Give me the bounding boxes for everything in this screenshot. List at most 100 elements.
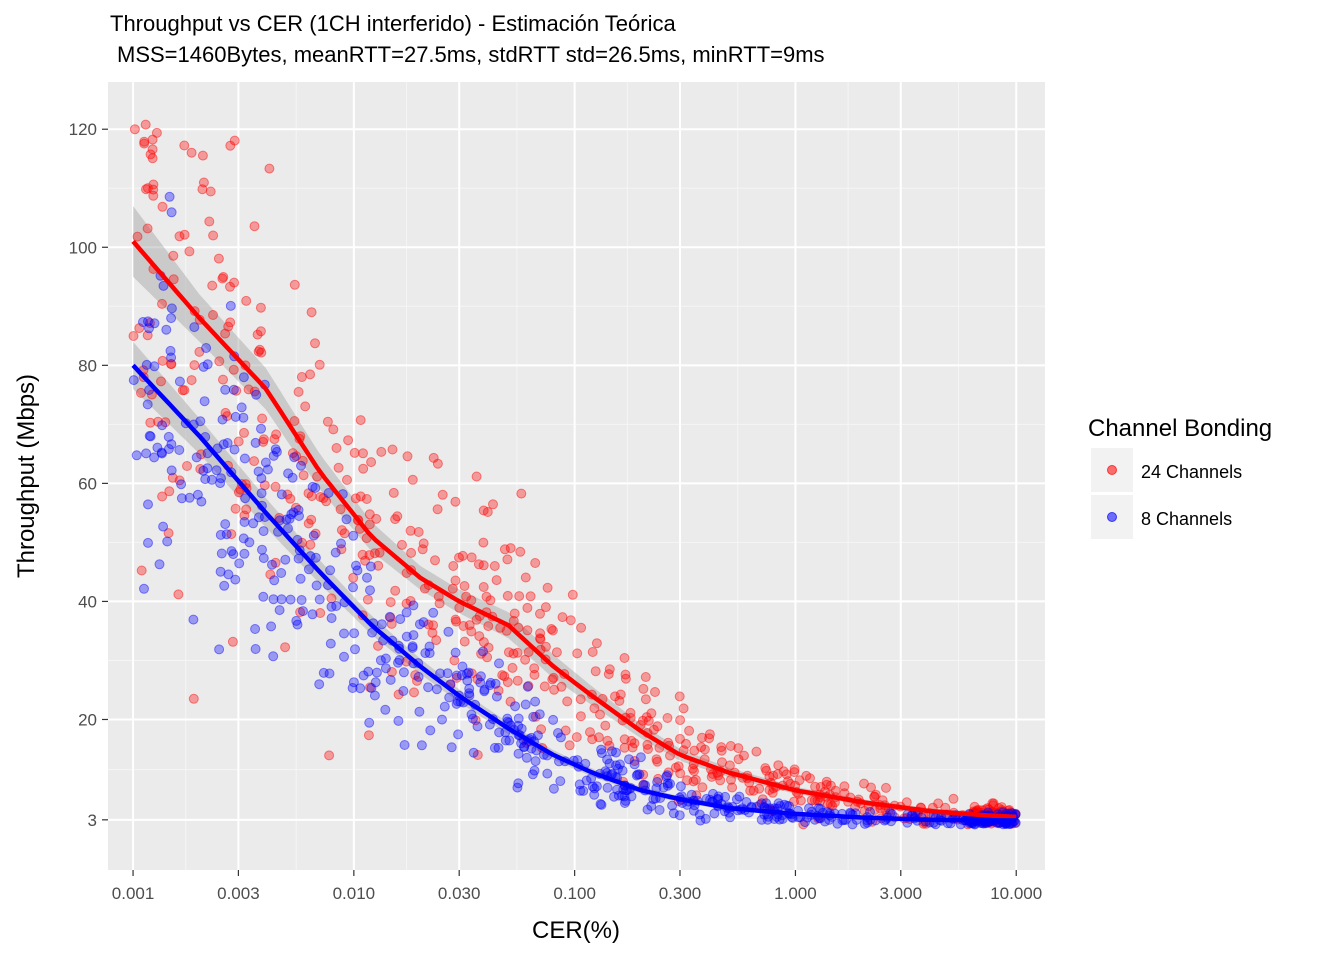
point-8-channels xyxy=(548,714,559,725)
point-24-channels xyxy=(520,654,531,665)
point-24-channels xyxy=(620,669,631,680)
point-24-channels xyxy=(652,756,663,767)
point-24-channels xyxy=(225,140,236,151)
point-24-channels xyxy=(179,229,190,240)
x-tick-label: 0.300 xyxy=(659,884,702,903)
point-24-channels xyxy=(514,591,525,602)
point-8-channels xyxy=(484,719,495,730)
point-8-channels xyxy=(166,352,177,363)
point-8-channels xyxy=(662,780,673,791)
point-24-channels xyxy=(390,514,401,525)
point-24-channels xyxy=(427,627,438,638)
point-8-channels xyxy=(513,778,524,789)
point-8-channels xyxy=(251,389,262,400)
point-24-channels xyxy=(218,374,228,385)
point-24-channels xyxy=(362,594,373,605)
point-8-channels xyxy=(457,661,468,672)
point-8-channels xyxy=(491,691,502,702)
point-8-channels xyxy=(206,474,217,485)
point-8-channels xyxy=(298,606,308,617)
point-8-channels xyxy=(250,437,261,448)
point-24-channels xyxy=(315,492,326,502)
point-8-channels xyxy=(611,760,621,771)
point-24-channels xyxy=(374,547,385,558)
point-24-channels xyxy=(689,745,700,756)
point-8-channels xyxy=(348,530,359,541)
point-8-channels xyxy=(485,677,496,688)
point-24-channels xyxy=(376,446,387,457)
point-8-channels xyxy=(202,463,213,474)
legend-marker-24-channels xyxy=(1107,465,1117,475)
point-24-channels xyxy=(751,746,762,757)
point-24-channels xyxy=(322,416,333,427)
point-8-channels xyxy=(513,748,524,759)
point-8-channels xyxy=(720,791,731,802)
point-8-channels xyxy=(395,614,406,625)
point-8-channels xyxy=(215,529,226,540)
point-24-channels xyxy=(509,608,520,619)
point-8-channels xyxy=(307,481,318,492)
point-24-channels xyxy=(689,766,699,776)
point-24-channels xyxy=(157,298,167,309)
point-8-channels xyxy=(268,594,279,605)
point-24-channels xyxy=(303,488,314,499)
point-8-channels xyxy=(188,614,199,625)
point-24-channels xyxy=(373,560,384,571)
point-24-channels xyxy=(134,323,145,334)
point-24-channels xyxy=(428,620,439,631)
point-24-channels xyxy=(704,729,715,740)
point-24-channels xyxy=(249,456,260,467)
point-24-channels xyxy=(249,386,260,397)
point-24-channels xyxy=(767,787,778,798)
point-24-channels xyxy=(515,546,526,557)
point-8-channels xyxy=(424,641,435,652)
point-24-channels xyxy=(869,791,880,802)
y-tick-label: 120 xyxy=(69,120,97,139)
point-8-channels xyxy=(283,468,294,479)
point-8-channels xyxy=(428,607,439,618)
point-8-channels xyxy=(668,808,679,819)
point-8-channels xyxy=(145,431,156,442)
point-8-channels xyxy=(516,738,527,749)
point-24-channels xyxy=(464,620,475,631)
point-24-channels xyxy=(724,760,735,771)
point-24-channels xyxy=(493,685,504,696)
point-24-channels xyxy=(466,668,477,679)
point-8-channels xyxy=(613,790,624,801)
point-24-channels xyxy=(306,307,317,318)
point-24-channels xyxy=(825,780,836,791)
point-24-channels xyxy=(348,572,359,583)
point-24-channels xyxy=(471,471,482,482)
point-8-channels xyxy=(138,317,148,327)
point-8-channels xyxy=(534,709,545,720)
point-24-channels xyxy=(471,614,482,625)
point-24-channels xyxy=(523,647,534,658)
point-24-channels xyxy=(516,488,527,499)
point-24-channels xyxy=(448,561,459,571)
point-8-channels xyxy=(154,559,165,570)
point-24-channels xyxy=(451,616,462,627)
point-24-channels xyxy=(512,675,523,686)
point-8-channels xyxy=(308,530,319,541)
point-8-channels xyxy=(191,452,202,463)
point-24-channels xyxy=(164,486,175,497)
point-24-channels xyxy=(412,675,422,686)
point-8-channels xyxy=(294,511,304,521)
point-24-channels xyxy=(505,543,516,554)
point-24-channels xyxy=(173,589,184,600)
point-8-channels xyxy=(158,280,169,291)
point-24-channels xyxy=(419,583,430,594)
point-8-channels xyxy=(268,450,279,461)
point-8-channels xyxy=(494,658,504,669)
point-8-channels xyxy=(270,444,281,455)
point-24-channels xyxy=(478,582,489,592)
point-24-channels xyxy=(129,124,140,135)
point-8-channels xyxy=(407,642,418,653)
point-8-channels xyxy=(371,667,382,678)
point-8-channels xyxy=(365,561,376,572)
point-24-channels xyxy=(781,769,792,780)
point-24-channels xyxy=(269,434,280,445)
point-24-channels xyxy=(641,712,652,723)
chart-title: Throughput vs CER (1CH interferido) - Es… xyxy=(110,11,676,36)
point-24-channels xyxy=(339,528,350,539)
